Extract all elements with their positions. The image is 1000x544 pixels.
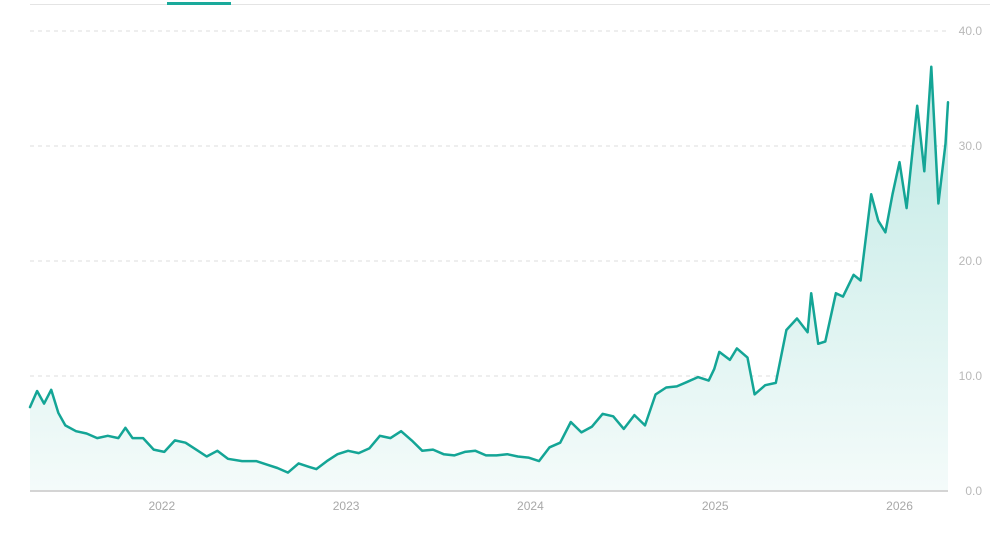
x-tick-label: 2026: [886, 499, 913, 513]
series-area: [30, 66, 948, 491]
gridlines: [30, 30, 948, 377]
y-tick-label: 30.0: [959, 139, 983, 153]
top-divider: [30, 4, 990, 5]
y-tick-label: 0.0: [965, 484, 982, 498]
active-tab-indicator[interactable]: [167, 2, 231, 5]
x-tick-label: 2024: [517, 499, 544, 513]
x-tick-label: 2025: [702, 499, 729, 513]
x-tick-label: 2022: [148, 499, 175, 513]
x-axis-ticks: 2022 2023 2024 2025 2026: [148, 499, 913, 513]
y-axis-ticks: 0.0 10.0 20.0 30.0 40.0: [959, 24, 983, 498]
x-tick-label: 2023: [333, 499, 360, 513]
y-tick-label: 10.0: [959, 369, 983, 383]
series-line: [28, 65, 950, 474]
y-tick-label: 40.0: [959, 24, 983, 38]
y-tick-label: 20.0: [959, 254, 983, 268]
